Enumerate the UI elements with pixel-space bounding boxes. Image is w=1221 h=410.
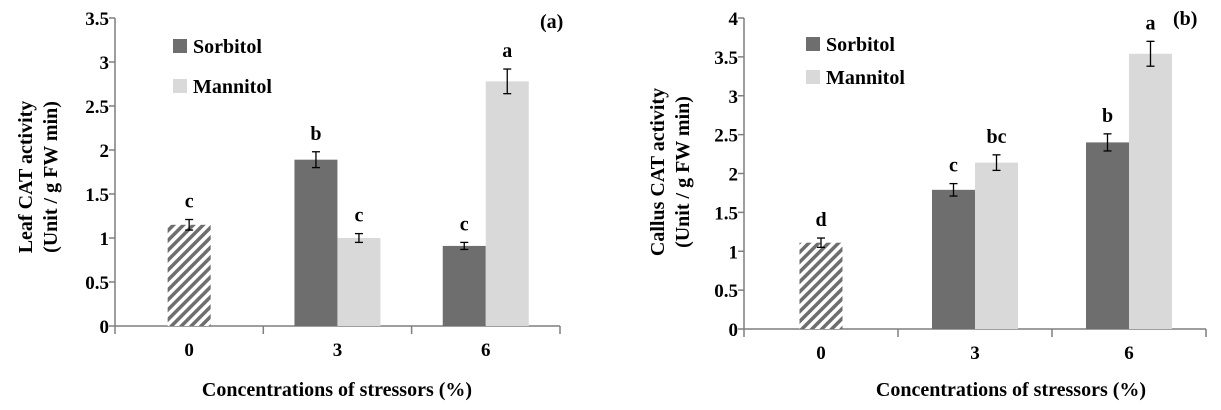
legend: Sorbitol Mannitol (806, 34, 905, 89)
bar-control (167, 224, 211, 326)
y-tick-label: 2 (729, 165, 739, 186)
y-tick-label: 3 (729, 87, 739, 108)
bar-control (799, 242, 843, 329)
y-tick-label: 1 (100, 229, 110, 250)
legend-swatch-sorbitol (173, 39, 187, 53)
y-axis-title-line2: (Unit / g FW min) (40, 101, 62, 253)
significance-label: a (1146, 12, 1156, 34)
y-axis-title-line2: (Unit / g FW min) (672, 96, 694, 248)
x-tick-label: 0 (816, 343, 826, 364)
bar-sorbitol (932, 189, 975, 329)
bar-mannitol (485, 81, 529, 326)
y-tick-label: 2.5 (714, 126, 738, 147)
significance-label: c (185, 191, 194, 213)
y-tick-label: 1.5 (85, 185, 109, 206)
bar-mannitol (975, 162, 1018, 329)
significance-label: bc (987, 126, 1007, 148)
y-axis-title-line1: Leaf CAT activity (15, 101, 37, 254)
x-tick-label: 3 (333, 340, 343, 361)
y-tick-label: 4 (729, 9, 739, 30)
y-tick-label: 1 (729, 242, 739, 263)
significance-label: b (1102, 105, 1113, 127)
legend-label-mannitol: Mannitol (193, 76, 272, 98)
panel-label: (b) (1173, 8, 1197, 30)
y-tick-label: 3.5 (714, 48, 738, 69)
x-tick-label: 3 (970, 343, 980, 364)
significance-label: d (815, 209, 826, 231)
significance-label: c (949, 155, 958, 177)
x-axis-title: Concentrations of stressors (%) (202, 379, 472, 401)
y-tick-label: 0 (729, 320, 739, 341)
legend-label-mannitol: Mannitol (826, 67, 905, 89)
y-tick-label: 1.5 (714, 203, 738, 224)
significance-label: b (310, 123, 321, 145)
y-tick-label: 3.5 (85, 9, 109, 30)
legend-swatch-sorbitol (806, 37, 820, 51)
bar-sorbitol (442, 245, 486, 326)
legend-swatch-mannitol (173, 79, 187, 93)
significance-label: a (502, 40, 512, 62)
x-axis-title: Concentrations of stressors (%) (876, 379, 1146, 401)
callus-cat-chart: (b) Sorbitol Mannitol Callus CAT activit… (647, 8, 1207, 401)
panel-label: (a) (540, 11, 563, 33)
leaf-cat-chart: (a) Sorbitol Mannitol Leaf CAT activity … (15, 9, 563, 401)
legend-swatch-mannitol (806, 70, 820, 84)
bar-sorbitol (294, 159, 338, 326)
significance-label: c (460, 213, 469, 235)
significance-label: c (355, 205, 364, 227)
y-tick-label: 0 (100, 317, 110, 338)
y-tick-label: 0.5 (714, 281, 738, 302)
x-tick-label: 6 (1124, 343, 1134, 364)
y-tick-label: 2.5 (85, 97, 109, 118)
x-tick-label: 0 (184, 340, 194, 361)
y-axis-title-line1: Callus CAT activity (647, 88, 669, 256)
bar-mannitol (1129, 53, 1172, 329)
legend: Sorbitol Mannitol (173, 36, 272, 98)
legend-label-sorbitol: Sorbitol (826, 34, 895, 56)
y-tick-label: 3 (100, 53, 110, 74)
y-tick-label: 0.5 (85, 273, 109, 294)
legend-label-sorbitol: Sorbitol (193, 36, 262, 58)
bar-mannitol (337, 238, 381, 326)
x-tick-label: 6 (481, 340, 491, 361)
y-tick-label: 2 (100, 141, 110, 162)
bar-sorbitol (1086, 142, 1129, 329)
